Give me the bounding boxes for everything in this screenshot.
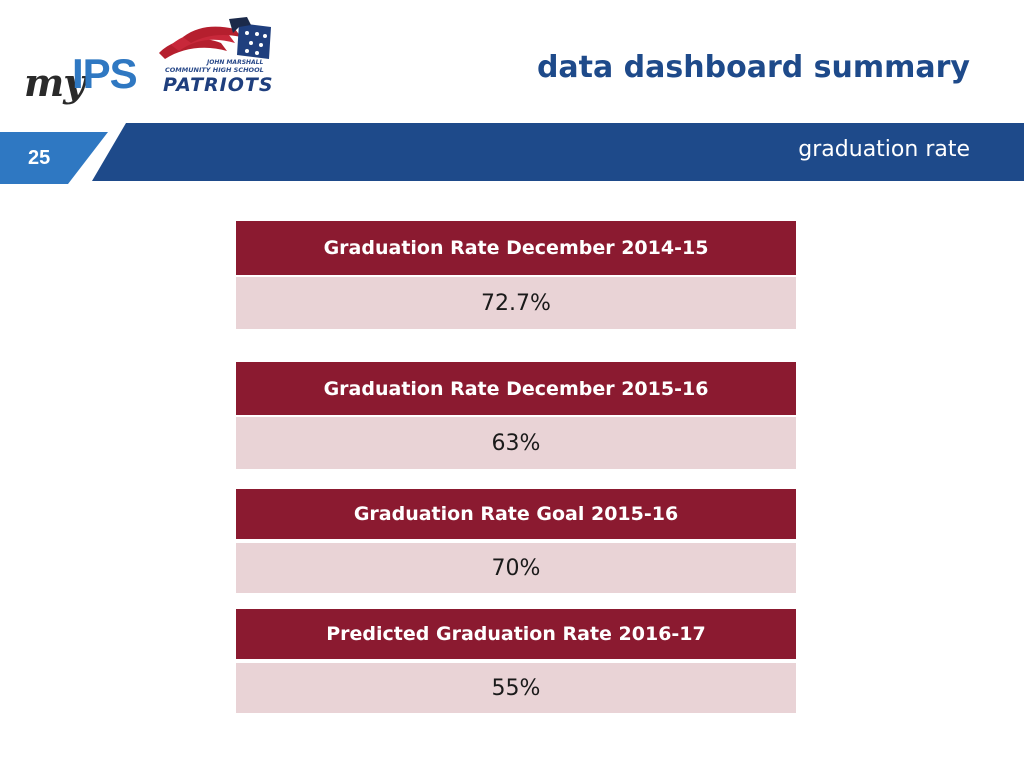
slide-number-tab (0, 132, 108, 184)
stat-label: Predicted Graduation Rate 2016-17 (236, 609, 796, 659)
banner-shape (92, 123, 1024, 181)
stat-value: 70% (236, 543, 796, 593)
school-name-line-2: Community High School (165, 66, 264, 74)
stat-card-grad-rate-2015-16: Graduation Rate December 2015-16 63% (236, 362, 796, 469)
stat-card-grad-rate-2014-15: Graduation Rate December 2014-15 72.7% (236, 221, 796, 329)
myips-logo-ips: IPS (72, 50, 138, 97)
slide-number: 25 (28, 147, 51, 169)
stat-value: 72.7% (236, 277, 796, 329)
stat-card-grad-rate-goal-2015-16: Graduation Rate Goal 2015-16 70% (236, 489, 796, 593)
stat-label: Graduation Rate December 2014-15 (236, 221, 796, 275)
stat-label: Graduation Rate December 2015-16 (236, 362, 796, 415)
section-banner (0, 123, 1024, 184)
section-label: graduation rate (798, 137, 970, 162)
page-title: data dashboard summary (536, 50, 970, 85)
myips-logo: my IPS (20, 50, 150, 110)
school-name-line-1: John Marshall (207, 59, 264, 66)
stat-value: 63% (236, 417, 796, 469)
stat-card-predicted-grad-rate-2016-17: Predicted Graduation Rate 2016-17 55% (236, 609, 796, 713)
stat-label: Graduation Rate Goal 2015-16 (236, 489, 796, 539)
patriots-logo: John Marshall Community High School PATR… (155, 15, 275, 100)
stat-value: 55% (236, 663, 796, 713)
school-mascot-name: PATRIOTS (163, 74, 274, 96)
patriots-flag-icon (159, 17, 271, 59)
myips-logo-my: my (24, 60, 85, 105)
